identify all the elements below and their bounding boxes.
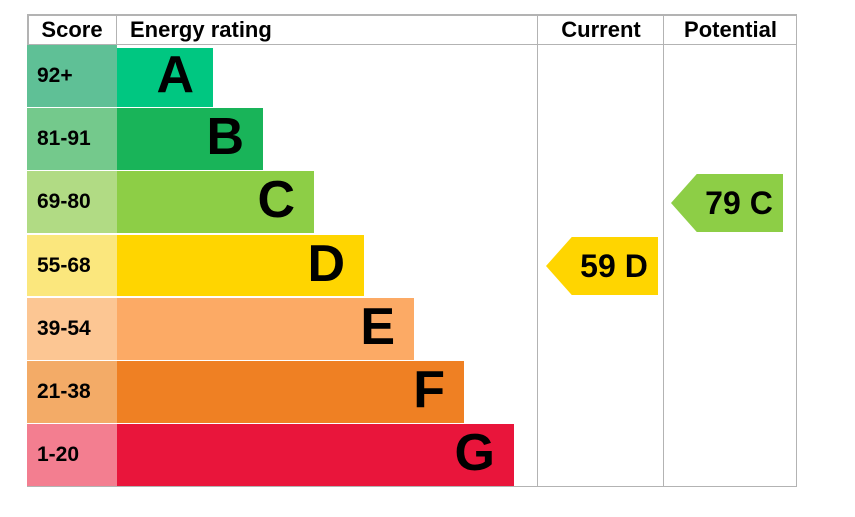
rating-bar-e: E bbox=[117, 297, 414, 360]
score-column-header: Score bbox=[41, 16, 103, 42]
potential-score-value: 79 bbox=[705, 185, 741, 221]
rating-bar-a: A bbox=[117, 46, 213, 107]
score-range-cell: 69-80 bbox=[27, 171, 117, 234]
current-score-value: 59 bbox=[580, 248, 616, 284]
epc-table: Score Energy rating Current Potential 92… bbox=[27, 14, 797, 487]
rating-bar-b: B bbox=[117, 108, 263, 170]
table-right-border bbox=[795, 14, 797, 487]
band-letter: C bbox=[257, 171, 295, 230]
band-row-c: 69-80 C bbox=[27, 171, 538, 234]
current-band-letter: D bbox=[624, 248, 648, 284]
band-rows: 92+ A 81-91 B 69-80 C 55-68 D bbox=[27, 45, 538, 487]
score-range-cell: 81-91 bbox=[27, 108, 117, 170]
potential-rating-arrow: 79 C bbox=[671, 174, 783, 232]
potential-column-header: Potential bbox=[684, 16, 777, 42]
rating-bar-d: D bbox=[117, 234, 364, 297]
energy-column-divider bbox=[536, 14, 538, 487]
rating-bar-g: G bbox=[117, 424, 514, 487]
potential-band-letter: C bbox=[749, 185, 773, 221]
band-letter: D bbox=[307, 234, 345, 293]
current-column-header: Current bbox=[561, 16, 641, 42]
band-row-e: 39-54 E bbox=[27, 297, 538, 360]
band-letter: B bbox=[206, 108, 244, 167]
current-rating-arrow: 59 D bbox=[546, 237, 658, 295]
band-row-a: 92+ A bbox=[27, 45, 538, 107]
header-bottom-border bbox=[27, 43, 797, 45]
current-column-divider bbox=[662, 14, 664, 487]
score-range-cell: 55-68 bbox=[27, 234, 117, 297]
band-row-b: 81-91 B bbox=[27, 108, 538, 170]
score-range-cell: 39-54 bbox=[27, 297, 117, 360]
band-row-g: 1-20 G bbox=[27, 424, 538, 487]
score-header-divider bbox=[115, 14, 117, 45]
score-range-cell: 21-38 bbox=[27, 361, 117, 423]
energy-rating-column-header: Energy rating bbox=[130, 16, 272, 42]
band-letter: A bbox=[156, 46, 194, 105]
band-letter: G bbox=[454, 424, 495, 483]
band-letter: E bbox=[360, 297, 395, 356]
table-top-border bbox=[27, 14, 797, 16]
band-row-f: 21-38 F bbox=[27, 361, 538, 423]
band-letter: F bbox=[413, 360, 445, 419]
band-row-d: 55-68 D bbox=[27, 234, 538, 297]
header-left-border bbox=[27, 14, 29, 45]
score-range-cell: 1-20 bbox=[27, 424, 117, 487]
table-bottom-border bbox=[27, 485, 797, 487]
rating-bar-c: C bbox=[117, 171, 314, 234]
score-range-cell: 92+ bbox=[27, 45, 117, 107]
table-header-row: Score Energy rating Current Potential bbox=[27, 14, 797, 45]
rating-bar-f: F bbox=[117, 361, 464, 423]
